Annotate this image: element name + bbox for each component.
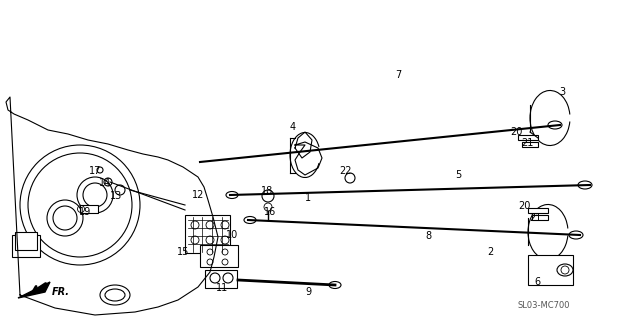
Bar [185, 215, 230, 253]
Ellipse shape [548, 121, 562, 129]
Ellipse shape [557, 264, 573, 276]
Text: 14: 14 [99, 178, 111, 188]
Bar [80, 205, 98, 213]
Text: 21: 21 [529, 213, 541, 223]
Text: 5: 5 [455, 170, 461, 180]
Text: 9: 9 [305, 287, 311, 297]
Text: 15: 15 [177, 247, 189, 257]
Text: 18: 18 [261, 186, 273, 196]
Ellipse shape [244, 217, 256, 224]
Text: 20: 20 [518, 201, 530, 211]
Text: FR.: FR. [52, 287, 70, 297]
Bar [200, 245, 238, 267]
Text: 6: 6 [534, 277, 540, 287]
Text: 13: 13 [110, 191, 122, 201]
Text: 19: 19 [79, 207, 91, 217]
Ellipse shape [226, 191, 238, 198]
Ellipse shape [329, 281, 341, 288]
Ellipse shape [578, 181, 592, 189]
Text: 7: 7 [395, 70, 401, 80]
Bar [532, 215, 548, 220]
Text: 2: 2 [487, 247, 493, 257]
Text: 17: 17 [89, 166, 101, 176]
Text: SL03-MC700: SL03-MC700 [518, 301, 570, 310]
Ellipse shape [100, 285, 130, 305]
Bar [15, 232, 37, 250]
Text: 11: 11 [216, 283, 228, 293]
Polygon shape [18, 282, 50, 298]
Text: 1: 1 [305, 193, 311, 203]
Text: 10: 10 [226, 230, 238, 240]
Bar [522, 142, 538, 147]
Text: 21: 21 [521, 138, 533, 148]
Text: 16: 16 [264, 207, 276, 217]
Text: 20: 20 [510, 127, 522, 137]
Text: 22: 22 [340, 166, 352, 176]
Bar [205, 270, 237, 288]
Bar [518, 135, 538, 140]
Text: 3: 3 [559, 87, 565, 97]
Ellipse shape [105, 289, 125, 301]
Text: 12: 12 [192, 190, 204, 200]
Ellipse shape [569, 231, 583, 239]
Bar [528, 208, 548, 213]
Bar [12, 235, 40, 257]
Text: 8: 8 [425, 231, 431, 241]
Polygon shape [6, 97, 218, 315]
Bar [528, 255, 573, 285]
Text: 4: 4 [290, 122, 296, 132]
